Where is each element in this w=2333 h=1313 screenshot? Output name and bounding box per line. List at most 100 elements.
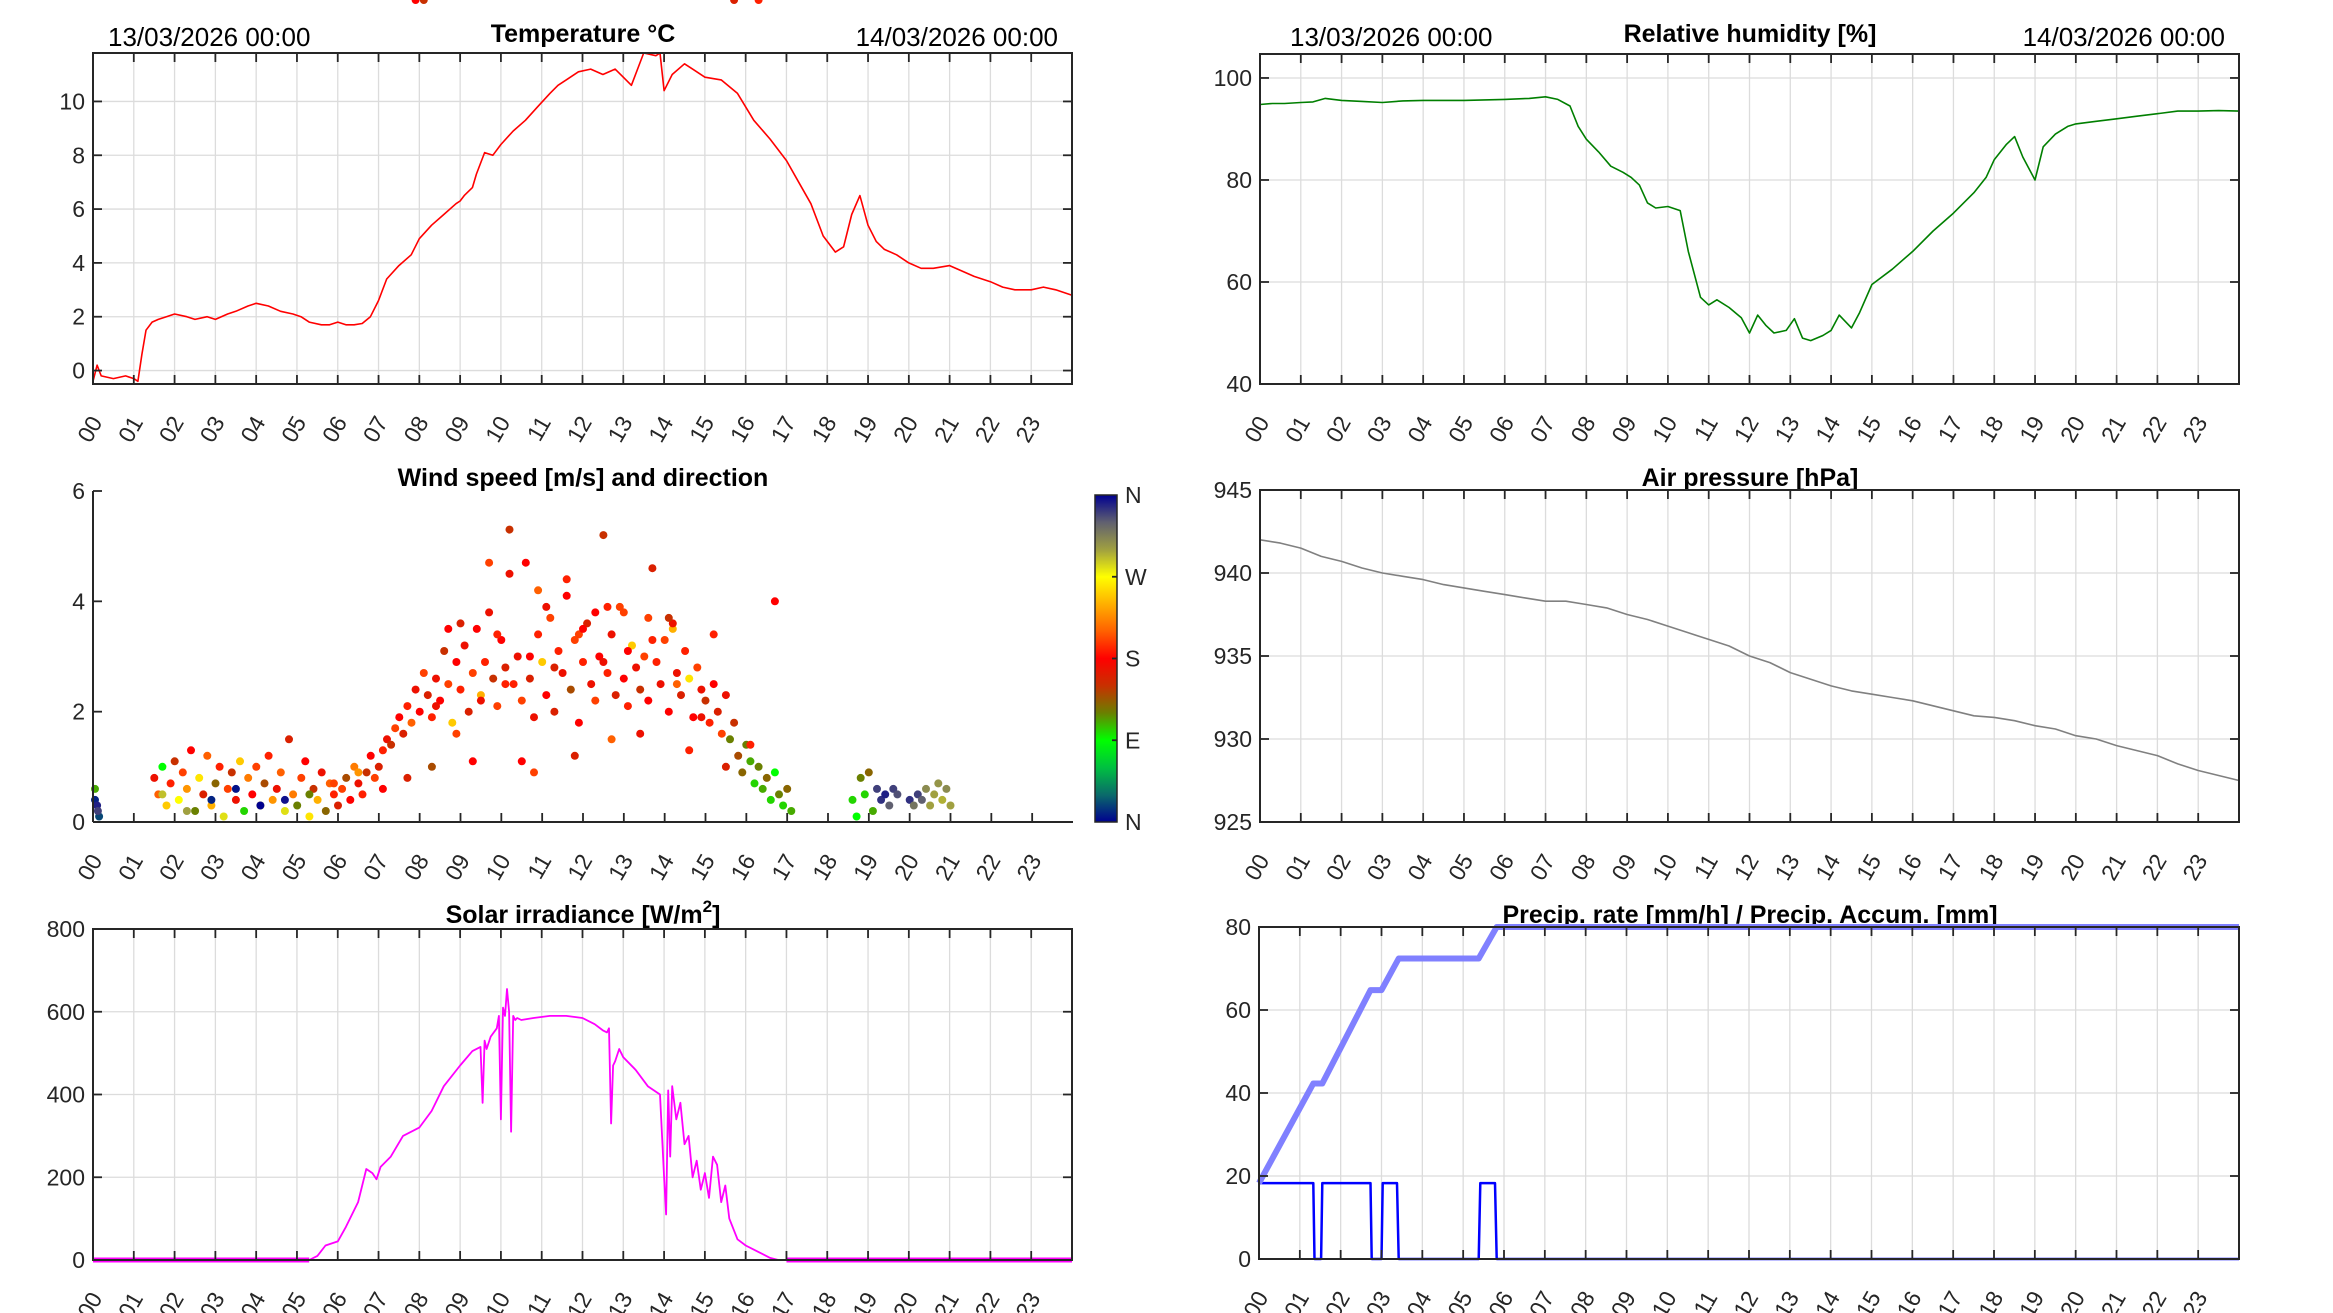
x-tick-label: 04 bbox=[235, 1287, 270, 1313]
wind-data-point bbox=[509, 680, 518, 689]
wind-data-point bbox=[628, 641, 636, 650]
wind-data-point bbox=[423, 691, 432, 700]
wind-data-point bbox=[525, 674, 534, 683]
x-tick-label: 04 bbox=[235, 849, 270, 884]
x-tick-label: 14 bbox=[643, 1287, 678, 1313]
wind-data-point bbox=[150, 773, 159, 782]
precip-axes: 00 01 02 03 04 05 06 07 08 09 10 11 12 13 14 15 16 17 18 19… bbox=[1225, 914, 2240, 1313]
wind-data-point bbox=[378, 746, 387, 755]
wind-data-point bbox=[599, 658, 608, 666]
x-tick-label: 02 bbox=[154, 850, 189, 885]
x-tick-label: 18 bbox=[807, 850, 842, 885]
wind-data-point bbox=[672, 669, 681, 677]
wind-data-point bbox=[717, 729, 726, 738]
wind-data-point bbox=[709, 630, 718, 639]
solar-title-main: Solar irradiance [W/m bbox=[446, 901, 703, 929]
wind-data-point bbox=[709, 680, 718, 689]
solar-series-solar-irradiance-line bbox=[93, 988, 1072, 1261]
x-tick-label: 06 bbox=[1484, 850, 1519, 885]
wind-data-point bbox=[276, 768, 285, 777]
wind-data-point bbox=[648, 636, 657, 644]
colorbar-label: N bbox=[1125, 482, 1142, 508]
wind-data-point bbox=[411, 685, 420, 694]
x-tick-label: 17 bbox=[765, 412, 800, 447]
wind-data-point bbox=[587, 680, 596, 689]
wind-data-point bbox=[652, 658, 661, 666]
wind-data-point bbox=[648, 564, 657, 573]
solar-title-suffix: ] bbox=[712, 901, 720, 929]
wind-data-point bbox=[562, 575, 571, 584]
y-tick-label: 600 bbox=[47, 999, 85, 1025]
wind-data-point bbox=[770, 597, 779, 606]
wind-data-point bbox=[501, 663, 510, 672]
x-tick-label: 15 bbox=[684, 1288, 719, 1313]
x-tick-label: 08 bbox=[1565, 412, 1600, 447]
x-tick-label: 10 bbox=[1646, 1287, 1681, 1313]
wind-data-point bbox=[721, 691, 730, 700]
wind-data-point bbox=[538, 658, 547, 666]
wind-data-point bbox=[223, 784, 232, 793]
x-tick-label: 19 bbox=[847, 1288, 882, 1313]
wind-data-point bbox=[746, 757, 755, 766]
wind-data-point bbox=[472, 624, 481, 633]
wind-data-point bbox=[685, 674, 694, 683]
wind-data-point bbox=[934, 779, 943, 788]
x-tick-label: 14 bbox=[643, 411, 678, 446]
x-tick-label: 19 bbox=[2014, 1287, 2049, 1313]
wind-data-point bbox=[738, 768, 747, 777]
x-tick-label: 11 bbox=[1689, 850, 1723, 884]
wind-data-point bbox=[922, 784, 930, 793]
wind-data-point bbox=[583, 619, 592, 628]
wind-data-point bbox=[681, 647, 690, 655]
wind-data-point bbox=[746, 740, 755, 749]
wind-data-point bbox=[182, 807, 191, 815]
x-tick-label: 13 bbox=[1769, 412, 1804, 447]
wind-data-point bbox=[623, 702, 632, 711]
x-tick-label: 05 bbox=[1442, 1287, 1477, 1313]
wind-data-point bbox=[775, 790, 783, 799]
wind-data-point bbox=[240, 807, 249, 815]
x-tick-label: 14 bbox=[1810, 1286, 1845, 1313]
wind-data-point bbox=[268, 795, 277, 804]
x-tick-label: 03 bbox=[194, 1288, 229, 1313]
temperature-plot-area bbox=[92, 52, 1073, 383]
wind-data-point bbox=[419, 0, 428, 4]
wind-data-point bbox=[293, 801, 302, 810]
wind-data-point bbox=[305, 790, 314, 799]
wind-data-point bbox=[619, 608, 628, 617]
solar-axes: 00 01 02 03 04 05 06 07 08 09 10 11 12 13 14 15 16 17 18 19… bbox=[47, 916, 1073, 1313]
wind-plot-area bbox=[91, 0, 955, 821]
x-tick-label: 12 bbox=[562, 412, 597, 447]
wind-data-point bbox=[346, 795, 355, 804]
pressure-panel: Air pressure [hPa] 00 01 02 03 04 05 06 07 08 09 1… bbox=[1214, 464, 2240, 885]
wind-data-point bbox=[501, 680, 510, 689]
wind-data-point bbox=[248, 790, 257, 799]
wind-data-point bbox=[174, 795, 183, 804]
x-tick-label: 23 bbox=[2177, 1287, 2212, 1313]
wind-data-point bbox=[644, 613, 653, 622]
wind-data-point bbox=[407, 718, 416, 727]
wind-data-point bbox=[207, 801, 216, 810]
x-tick-label: 10 bbox=[480, 850, 515, 885]
wind-data-point bbox=[754, 762, 763, 771]
x-tick-label: 10 bbox=[1647, 412, 1682, 447]
wind-data-point bbox=[566, 685, 575, 694]
wind-data-point bbox=[525, 652, 534, 661]
x-tick-label: 08 bbox=[1565, 1287, 1600, 1313]
x-tick-label: 21 bbox=[2096, 850, 2131, 885]
x-tick-label: 08 bbox=[398, 1288, 433, 1313]
x-tick-label: 01 bbox=[113, 1288, 148, 1313]
y-tick-label: 0 bbox=[72, 358, 85, 384]
x-tick-label: 13 bbox=[602, 412, 637, 447]
wind-data-point bbox=[562, 591, 571, 600]
wind-data-point bbox=[721, 762, 730, 771]
wind-axes: 00 01 02 03 04 05 06 07 08 09 10 11 12 13 14 15 16 17 18 19… bbox=[72, 0, 1073, 885]
wind-data-point bbox=[231, 784, 240, 793]
wind-data-point bbox=[640, 652, 649, 661]
wind-data-point bbox=[856, 773, 865, 782]
wind-data-point bbox=[689, 713, 698, 722]
y-tick-label: 0 bbox=[72, 809, 85, 835]
x-tick-label: 21 bbox=[930, 850, 965, 885]
wind-data-point bbox=[199, 790, 208, 799]
x-tick-label: 00 bbox=[72, 850, 107, 885]
